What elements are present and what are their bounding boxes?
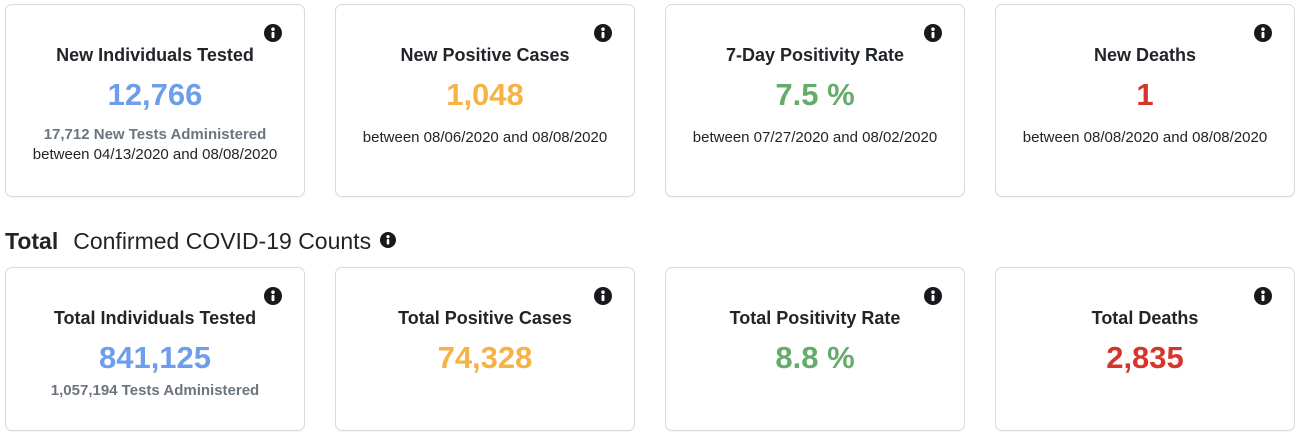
info-icon[interactable] [1254, 287, 1272, 305]
card-value: 74,328 [437, 340, 533, 375]
card-date-range: between 07/27/2020 and 08/02/2020 [692, 129, 938, 146]
card-date-range: between 08/06/2020 and 08/08/2020 [362, 129, 608, 146]
section-title-bold: Total [5, 228, 59, 254]
card-7day-positivity-rate: 7-Day Positivity Rate 7.5 % between 07/2… [665, 4, 965, 197]
card-value: 1,048 [446, 77, 524, 112]
card-date-range: between 04/13/2020 and 08/08/2020 [32, 146, 278, 163]
info-icon[interactable] [264, 24, 282, 42]
card-title: Total Positive Cases [398, 308, 572, 328]
card-new-positive-cases: New Positive Cases 1,048 between 08/06/2… [335, 4, 635, 197]
card-total-positivity-rate: Total Positivity Rate 8.8 % [665, 267, 965, 431]
info-icon[interactable] [924, 24, 942, 42]
card-date-range: between 08/08/2020 and 08/08/2020 [1022, 129, 1268, 146]
card-value: 1 [1136, 77, 1154, 112]
card-title: Total Individuals Tested [53, 308, 257, 328]
card-value: 12,766 [107, 77, 203, 112]
section-title-rest: Confirmed COVID-19 Counts [73, 228, 372, 254]
card-subtitle: 1,057,194 Tests Administered [50, 382, 260, 399]
card-title: New Individuals Tested [56, 45, 254, 65]
info-icon[interactable] [264, 287, 282, 305]
info-icon[interactable] [594, 24, 612, 42]
card-title: 7-Day Positivity Rate [725, 45, 905, 65]
card-value: 8.8 % [775, 340, 855, 375]
card-title: Total Positivity Rate [729, 308, 901, 328]
info-icon[interactable] [594, 287, 612, 305]
card-total-deaths: Total Deaths 2,835 [995, 267, 1295, 431]
card-title: Total Deaths [1091, 308, 1199, 328]
card-value: 7.5 % [775, 77, 855, 112]
card-value: 2,835 [1106, 340, 1184, 375]
card-title: New Deaths [1093, 45, 1197, 65]
info-icon[interactable] [1254, 24, 1272, 42]
total-counts-row: Total Individuals Tested 841,125 1,057,1… [5, 267, 1295, 431]
card-new-individuals-tested: New Individuals Tested 12,766 17,712 New… [5, 4, 305, 197]
info-icon[interactable] [924, 287, 942, 305]
card-subtitle: 17,712 New Tests Administered [43, 126, 267, 143]
info-icon[interactable] [380, 231, 397, 248]
new-counts-row: New Individuals Tested 12,766 17,712 New… [5, 4, 1295, 197]
section-header-total-counts: Total Confirmed COVID-19 Counts [5, 228, 1295, 255]
card-total-positive-cases: Total Positive Cases 74,328 [335, 267, 635, 431]
card-title: New Positive Cases [400, 45, 570, 65]
card-total-individuals-tested: Total Individuals Tested 841,125 1,057,1… [5, 267, 305, 431]
card-value: 841,125 [98, 340, 212, 375]
card-new-deaths: New Deaths 1 between 08/08/2020 and 08/0… [995, 4, 1295, 197]
